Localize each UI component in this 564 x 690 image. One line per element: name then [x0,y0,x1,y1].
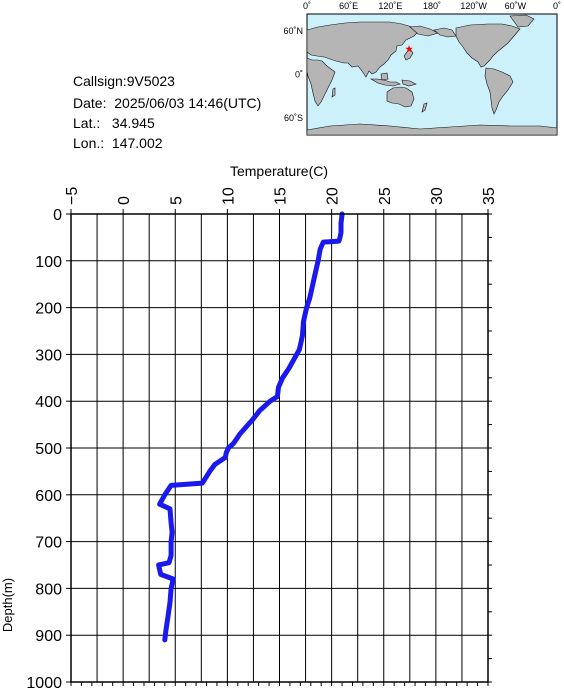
plot-frame [70,213,489,683]
y-axis-label: Depth(m) [0,578,15,632]
y-tick-label: 100 [35,254,62,271]
x-tick-label: 5 [168,196,185,205]
x-tick-label: 10 [220,187,237,205]
y-tick-label: 700 [35,535,62,552]
map-land [306,14,558,136]
land-australia [386,86,415,108]
land-eurasia [306,21,419,78]
map-left-ticks: 60˚N 0˚ 60˚S [283,26,303,123]
location-map: 0˚ 60˚E 120˚E 180˚ 120˚W 60˚W 0˚ 60˚N 0˚ 60˚S [283,1,561,136]
land-antarctica [306,123,558,136]
land-south-america [484,67,514,115]
x-tick-label: 20 [325,187,342,205]
callsign-text: Callsign:9V5023 [73,73,175,89]
y-tick-label: 1000 [26,675,62,690]
map-lon-tick: 60˚W [505,1,527,11]
temperature-profile-line [156,211,345,643]
y-tick-label: 200 [35,301,62,318]
chart-grid [70,213,489,683]
temperature-depth-chart: Temperature(C) Depth(m) −5 0 5 10 15 20 25 30 35… [0,163,498,690]
x-tick-label: 15 [273,187,290,205]
y-tick-label: 900 [35,628,62,645]
land-indonesia [369,78,401,87]
land-africa [306,57,336,107]
land-new-guinea [401,79,417,87]
map-lat-tick: 60˚N [283,26,303,36]
map-lon-tick: 120˚E [378,1,402,11]
map-lon-tick: 0˚ [303,1,311,11]
land-north-america [455,23,521,68]
map-lon-tick: 60˚E [339,1,358,11]
map-lon-tick: 180˚ [423,1,441,11]
land-borneo [380,72,389,81]
x-tick-label: 30 [429,187,446,205]
y-tick-label: 500 [35,441,62,458]
y-tick-label: 800 [35,581,62,598]
map-top-ticks: 0˚ 60˚E 120˚E 180˚ 120˚W 60˚W 0˚ [303,1,561,11]
x-tick-label: 35 [481,187,498,205]
map-marker-layer [405,45,413,53]
x-tick-label: 0 [116,196,133,205]
latitude-text: Lat.: 34.945 [73,115,155,131]
land-new-zealand [421,102,428,113]
star-icon [405,45,413,53]
y-tick-label: 300 [35,347,62,364]
y-tick-label: 600 [35,488,62,505]
x-tick-label: −5 [64,187,81,205]
date-text: Date: 2025/06/03 14:46(UTC) [73,95,262,111]
longitude-text: Lon.: 147.002 [73,135,163,151]
map-lon-tick: 0˚ [553,1,561,11]
map-lon-tick: 120˚W [460,1,487,11]
y-tick-label: 0 [53,207,62,224]
land-greenland [509,14,535,28]
x-axis-label: Temperature(C) [230,163,328,179]
x-tick-label: 25 [377,187,394,205]
land-madagascar [331,87,336,98]
y-tick-label: 400 [35,394,62,411]
map-lat-tick: 60˚S [284,113,303,123]
map-lat-tick: 0˚ [295,70,303,80]
x-ticks: −5 0 5 10 15 20 25 30 35 [64,187,498,686]
